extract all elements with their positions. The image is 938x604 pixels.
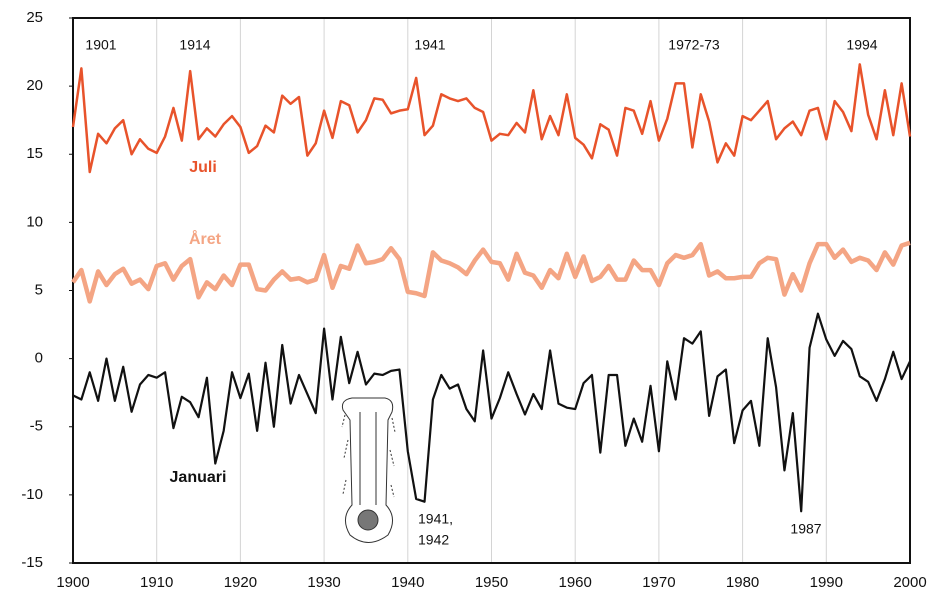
series-label: Januari: [170, 469, 227, 486]
x-tick-label: 2000: [893, 574, 926, 591]
y-tick-label: 25: [26, 9, 43, 26]
series-label: Året: [189, 229, 222, 248]
y-tick-label: -15: [21, 554, 43, 571]
x-tick-label: 1930: [307, 574, 340, 591]
annotation: 1941: [414, 37, 445, 53]
line: [72, 312, 911, 513]
plot-frame: [72, 17, 911, 564]
y-tick-label: -10: [21, 486, 43, 503]
annotation: 1914: [179, 37, 210, 53]
annotation: 1987: [790, 521, 821, 537]
annotation: 1994: [846, 37, 877, 53]
annotation: 1942: [418, 532, 449, 548]
thermometer-icon: [341, 397, 396, 543]
x-tick-label: 1920: [224, 574, 257, 591]
x-tick-label: 1910: [140, 574, 173, 591]
x-tick-label: 1960: [559, 574, 592, 591]
y-tick-label: 15: [26, 145, 43, 162]
x-tick-label: 1970: [642, 574, 675, 591]
x-tick-label: 1990: [810, 574, 843, 591]
y-tick-label: 20: [26, 77, 43, 94]
x-tick-label: 1980: [726, 574, 759, 591]
x-tick-label: 1950: [475, 574, 508, 591]
y-tick-label: 5: [35, 281, 43, 298]
annotation: 1941,: [418, 511, 453, 527]
y-tick-label: -5: [30, 418, 43, 435]
annotation: 1972-73: [668, 37, 720, 53]
line: [71, 240, 911, 304]
y-tick-label: 0: [35, 350, 43, 367]
x-tick-label: 1940: [391, 574, 424, 591]
y-tick-label: 10: [26, 213, 43, 230]
series-label: Juli: [189, 159, 217, 176]
x-tick-label: 1900: [56, 574, 89, 591]
annotation: 1901: [85, 37, 116, 53]
line: [71, 63, 912, 174]
